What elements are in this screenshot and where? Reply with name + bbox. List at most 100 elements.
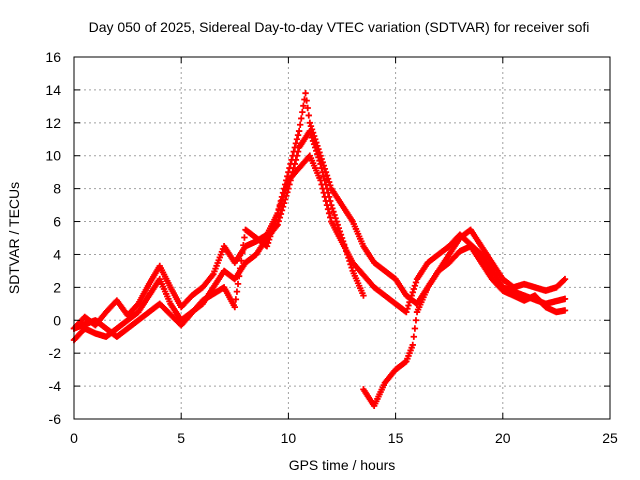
data-point — [269, 226, 276, 233]
data-point — [241, 234, 248, 241]
data-point — [411, 282, 419, 289]
data-point — [313, 147, 320, 154]
data-point — [291, 160, 299, 168]
data-point — [294, 131, 302, 139]
data-point — [294, 148, 302, 155]
data-point — [240, 242, 247, 249]
y-tick-label: 6 — [53, 214, 61, 230]
data-point — [273, 213, 280, 220]
data-point — [236, 265, 244, 272]
data-point — [265, 236, 273, 243]
data-point — [298, 115, 305, 122]
x-tick-label: 20 — [495, 430, 511, 446]
x-tick-label: 10 — [281, 430, 297, 446]
data-point — [312, 144, 319, 151]
data-point — [264, 239, 272, 247]
data-point — [561, 275, 569, 283]
data-point — [306, 119, 314, 127]
data-point — [330, 208, 337, 215]
data-point — [234, 280, 242, 288]
data-point — [332, 215, 339, 222]
y-axis-title: SDTVAR / TECUs — [6, 182, 22, 294]
x-axis-title: GPS time / hours — [289, 457, 396, 473]
data-point — [280, 190, 288, 197]
data-point — [270, 223, 277, 230]
data-point — [290, 164, 297, 172]
y-tick-label: 12 — [45, 115, 61, 131]
series-track-c — [70, 152, 569, 340]
data-point — [283, 183, 290, 191]
chart-title: Day 050 of 2025, Sidereal Day-to-day VTE… — [89, 19, 590, 35]
data-point — [304, 104, 311, 112]
data-point — [322, 197, 330, 205]
data-point — [409, 341, 416, 349]
axis-ticks-layer: 0 5 10 15 20 25 -6 -4 -2 0 2 4 6 8 10 12 14 16 — [45, 49, 618, 446]
data-point — [408, 292, 415, 299]
data-point — [284, 180, 291, 187]
data-point — [410, 285, 418, 293]
data-point — [318, 164, 325, 172]
data-point — [315, 154, 322, 161]
data-point — [320, 189, 327, 196]
data-point — [293, 152, 301, 159]
data-point — [274, 210, 281, 217]
data-point — [271, 219, 278, 227]
data-point — [263, 243, 271, 250]
data-point — [403, 308, 410, 316]
data-point — [281, 187, 289, 194]
data-point — [325, 210, 333, 217]
y-tick-label: 2 — [53, 279, 61, 295]
data-point — [274, 221, 281, 229]
data-point — [300, 102, 307, 110]
data-point — [277, 200, 285, 207]
data-point — [276, 203, 284, 210]
data-point — [275, 206, 282, 214]
y-tick-label: 4 — [53, 246, 61, 262]
data-point — [561, 295, 569, 303]
data-point — [410, 333, 418, 340]
data-point — [292, 140, 300, 147]
y-tick-label: 8 — [53, 181, 61, 197]
data-point — [412, 317, 420, 324]
data-point — [292, 156, 300, 164]
data-point — [327, 214, 334, 221]
data-point — [293, 136, 301, 143]
data-point — [331, 211, 338, 219]
data-point — [235, 272, 243, 280]
data-point — [324, 206, 332, 213]
data-point — [302, 90, 309, 97]
x-tick-label: 5 — [177, 430, 185, 446]
data-point — [317, 177, 324, 184]
y-tick-label: -4 — [49, 378, 62, 394]
data-point — [319, 168, 326, 176]
y-tick-label: -2 — [49, 345, 62, 361]
x-tick-label: 15 — [388, 430, 404, 446]
data-point — [299, 108, 306, 116]
data-point — [309, 137, 317, 145]
data-point — [321, 193, 329, 201]
x-tick-label: 25 — [602, 430, 618, 446]
data-point — [307, 122, 315, 130]
data-point — [406, 298, 413, 306]
data-point — [348, 264, 355, 271]
data-point — [316, 157, 323, 164]
data-point — [238, 257, 245, 264]
data-point — [411, 325, 419, 332]
data-point — [306, 127, 314, 135]
y-tick-label: 14 — [45, 82, 61, 98]
data-point — [405, 302, 412, 309]
data-points-layer — [70, 90, 569, 410]
data-point — [412, 279, 420, 286]
data-point — [409, 289, 416, 296]
data-point — [560, 276, 568, 284]
data-point — [320, 173, 327, 180]
data-point — [303, 97, 310, 104]
y-tick-label: 10 — [45, 148, 61, 164]
data-point — [325, 178, 333, 186]
series-track-d — [360, 243, 569, 410]
data-point — [561, 307, 569, 314]
data-point — [333, 218, 340, 225]
data-point — [296, 121, 304, 128]
